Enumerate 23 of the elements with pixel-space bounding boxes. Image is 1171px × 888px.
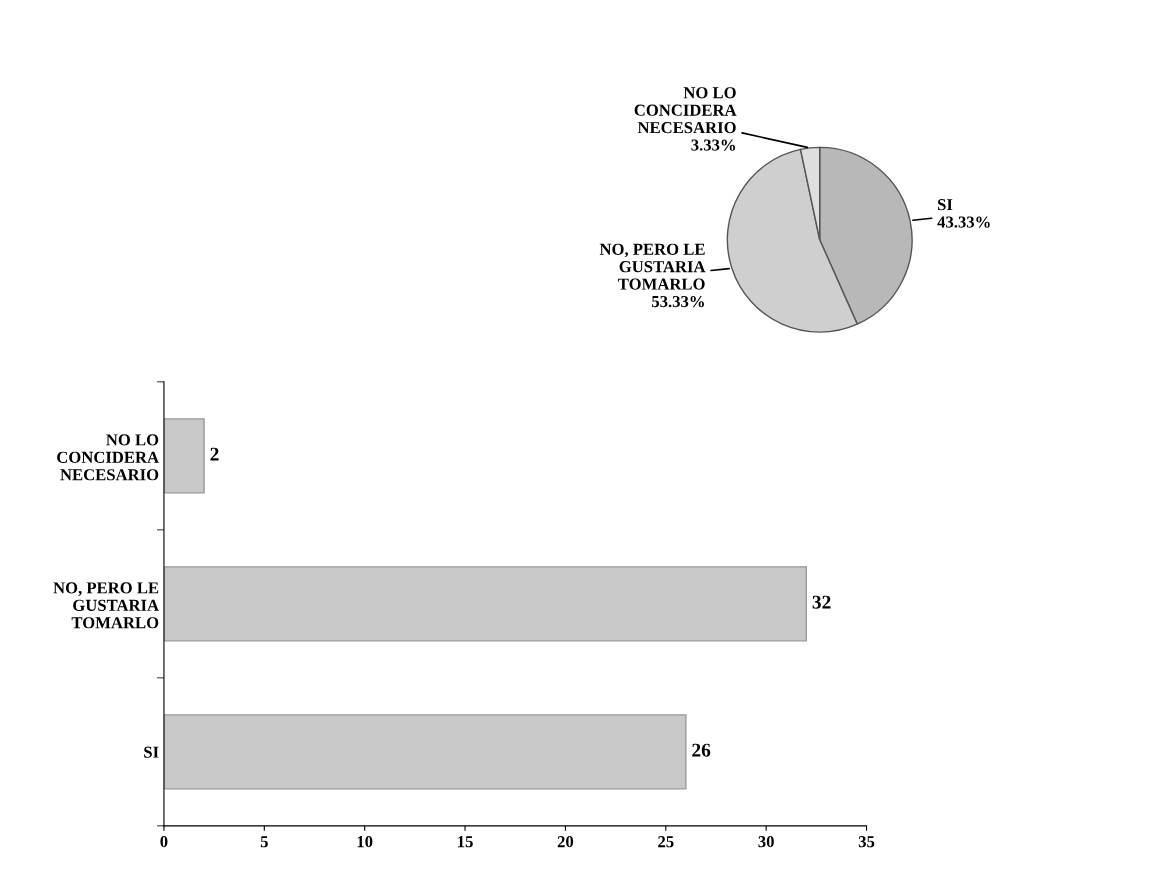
x-tick-label: 10 — [357, 836, 373, 848]
y-tick-label: SI — [144, 746, 159, 758]
data-label: 2 — [210, 447, 219, 461]
x-tick-label: 20 — [557, 836, 574, 848]
x-tick-label: 25 — [658, 836, 674, 848]
bar — [163, 566, 808, 642]
bar — [163, 714, 687, 790]
x-tick-label: 0 — [160, 836, 168, 848]
x-tick-label: 30 — [758, 836, 774, 848]
bar — [163, 418, 205, 494]
slice-label: SI — [938, 199, 953, 211]
data-label: 32 — [812, 595, 831, 609]
data-label: 43.33% — [937, 216, 990, 228]
x-tick-label: 5 — [260, 836, 268, 848]
y-tick-label: NO, PERO LE GUSTARIA TOMARLO — [53, 582, 159, 629]
data-label: 3.33% — [691, 139, 736, 151]
x-tick-label: 35 — [858, 836, 875, 848]
data-label: 26 — [692, 743, 711, 757]
data-label: 53.33% — [652, 295, 704, 308]
slice-label: NO, PERO LE GUSTARIA TOMARLO — [599, 243, 706, 290]
x-tick-label: 15 — [458, 836, 473, 848]
y-tick-label: NO LO CONCIDERA NECESARIO — [57, 434, 159, 481]
slice-label: NO LO CONCIDERA NECESARIO — [634, 87, 737, 134]
